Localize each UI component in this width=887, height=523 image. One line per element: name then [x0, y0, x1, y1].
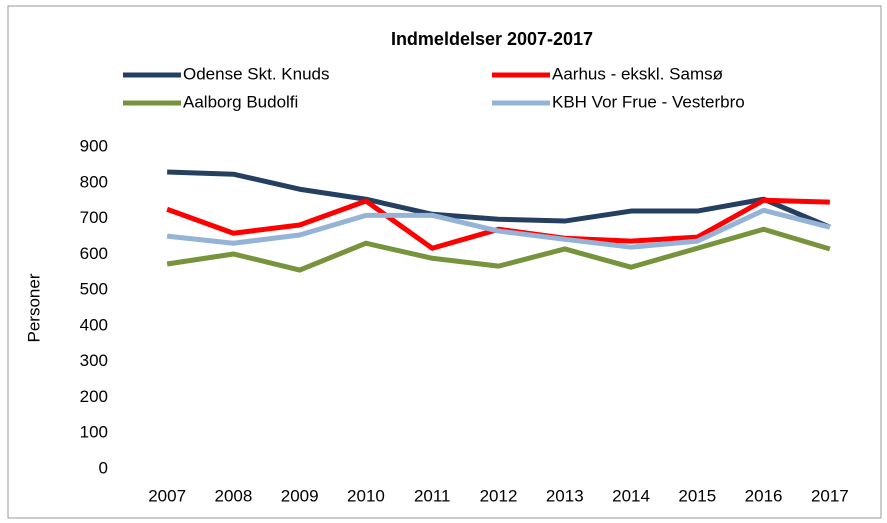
x-tick-label: 2015: [678, 486, 716, 505]
legend-label: Aarhus - ekskl. Samsø: [552, 64, 723, 83]
series-line: [166, 207, 831, 250]
legend-label: KBH Vor Frue - Vesterbro: [552, 92, 745, 111]
x-tick-label: 2009: [281, 486, 319, 505]
x-tick-label: 2010: [347, 486, 385, 505]
y-tick-label: 200: [80, 387, 108, 406]
x-tick-label: 2016: [745, 486, 783, 505]
y-tick-label: 900: [80, 136, 108, 155]
y-tick-label: 700: [80, 208, 108, 227]
chart-title: Indmeldelser 2007-2017: [391, 29, 593, 49]
y-tick-label: 600: [80, 244, 108, 263]
y-axis-label: Personer: [24, 273, 43, 342]
x-tick-label: 2007: [148, 486, 186, 505]
series-line: [167, 169, 831, 230]
legend-label: Aalborg Budolfi: [183, 92, 298, 111]
x-tick-label: 2014: [612, 486, 650, 505]
y-tick-label: 800: [80, 172, 108, 191]
legend-label: Odense Skt. Knuds: [183, 64, 329, 83]
y-tick-label: 0: [99, 458, 108, 477]
x-tick-label: 2008: [214, 486, 252, 505]
x-tick-label: 2013: [546, 486, 584, 505]
x-tick-label: 2012: [480, 486, 518, 505]
y-tick-label: 300: [80, 351, 108, 370]
x-tick-label: 2011: [414, 486, 451, 505]
y-tick-label: 500: [80, 280, 108, 299]
series-line: [166, 226, 831, 273]
y-tick-label: 100: [80, 423, 108, 442]
y-tick-label: 400: [80, 315, 108, 334]
x-tick-label: 2017: [811, 486, 849, 505]
